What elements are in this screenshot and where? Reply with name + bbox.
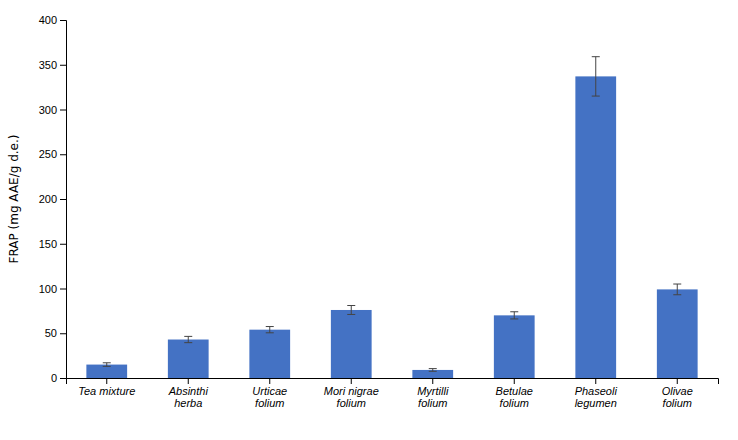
error-bar: [510, 312, 518, 319]
y-tick-label: 150: [39, 238, 57, 250]
x-tick-mark: [106, 378, 107, 384]
error-bar: [103, 363, 111, 367]
x-tick: Betulaefolium: [496, 378, 533, 409]
x-axis: Tea mixtureAbsinthiherbaUrticaefoliumMor…: [67, 378, 719, 409]
y-tick: 250: [39, 148, 66, 160]
chart: 0 50 100 150 200 250 300 350 400 Tea mixture Absin…: [0, 0, 738, 440]
x-tick-mark: [432, 378, 433, 384]
y-tick: 150: [39, 238, 66, 250]
x-tick-label-line: folium: [337, 397, 366, 409]
y-tick-label: 350: [39, 59, 57, 71]
x-tick-label-line: folium: [418, 397, 447, 409]
bar: [494, 315, 535, 378]
x-tick: Urticaefolium: [252, 378, 287, 409]
x-tick: Mori nigraefolium: [324, 378, 379, 409]
y-tick: 350: [39, 59, 66, 71]
y-tick-label: 50: [45, 327, 57, 339]
x-tick-label-line: Absinthi: [168, 385, 209, 397]
y-tick-mark: [60, 333, 66, 334]
x-tick-label: Betulaefolium: [496, 385, 533, 410]
x-tick-label-line: legumen: [575, 397, 617, 409]
x-tick-label: Mori nigraefolium: [324, 385, 379, 410]
x-tick: Olivaefolium: [662, 378, 693, 409]
y-axis-line: [60, 21, 67, 379]
y-tick-mark: [60, 154, 66, 155]
bar: [249, 330, 290, 378]
bar: [168, 340, 209, 378]
y-tick-label: 200: [39, 193, 57, 205]
y-tick-mark: [60, 65, 66, 66]
y-tick-mark: [60, 199, 66, 200]
x-tick-mark: [188, 378, 189, 384]
y-tick: 200: [39, 193, 66, 205]
x-tick-label-line: folium: [500, 397, 529, 409]
y-axis: 0 50 100 150 200 250 300 350 400: [39, 14, 67, 384]
x-tick-label: Urticaefolium: [252, 385, 287, 410]
y-tick-mark: [60, 20, 66, 21]
error-bar: [673, 284, 681, 295]
error-bar: [347, 306, 355, 315]
error-bar: [266, 327, 274, 333]
x-tick-label-line: Betulae: [496, 385, 533, 397]
plot: 0 50 100 150 200 250 300 350 400 Tea mixture Absin…: [39, 14, 719, 409]
x-tick-mark: [595, 378, 596, 384]
x-tick-mark: [514, 378, 515, 384]
bar: [657, 289, 698, 378]
y-tick-mark: [60, 289, 66, 290]
y-tick: 100: [39, 283, 66, 295]
x-tick-label-line: folium: [663, 397, 692, 409]
x-tick-mark: [269, 378, 270, 384]
y-tick-label: 100: [39, 283, 57, 295]
error-bar: [429, 369, 437, 372]
y-tick-mark: [60, 110, 66, 111]
x-tick-label-line: Tea mixture: [78, 385, 135, 397]
x-tick: Phaseolilegumen: [575, 378, 618, 409]
x-tick-label-line: Olivae: [662, 385, 693, 397]
x-tick-label-line: Myrtilli: [417, 385, 449, 397]
x-tick-label: Tea mixture: [78, 385, 135, 397]
x-tick: Tea mixture: [78, 378, 135, 397]
y-tick: 0: [51, 372, 66, 384]
y-tick-label: 300: [39, 104, 57, 116]
y-tick-mark: [60, 378, 66, 379]
y-tick-label: 400: [39, 14, 57, 26]
x-tick-mark: [677, 378, 678, 384]
y-axis-title: FRAP (mg AAE/g d.e.): [7, 135, 21, 264]
x-tick-label-line: herba: [174, 397, 202, 409]
bar: [331, 310, 372, 378]
x-tick-label: Olivaefolium: [662, 385, 693, 410]
y-tick: 300: [39, 104, 66, 116]
y-tick-label: 0: [51, 372, 57, 384]
error-bar: [592, 57, 600, 96]
error-bar: [184, 336, 192, 342]
x-tick-label-line: Phaseoli: [575, 385, 618, 397]
x-tick: Absinthiherba: [168, 378, 209, 409]
y-tick-mark: [60, 244, 66, 245]
bar: [575, 76, 616, 378]
x-tick-label-line: Mori nigrae: [324, 385, 379, 397]
x-tick-label: Myrtillifolium: [417, 385, 449, 410]
x-axis-line: [67, 379, 719, 385]
y-tick: 50: [45, 327, 66, 339]
x-tick: Myrtillifolium: [417, 378, 449, 409]
y-tick: 400: [39, 14, 66, 26]
marks: [86, 57, 697, 378]
x-tick-label: Absinthiherba: [168, 385, 209, 410]
x-tick-label: Phaseolilegumen: [575, 385, 618, 410]
x-tick-label-line: folium: [255, 397, 284, 409]
x-tick-mark: [351, 378, 352, 384]
x-tick-label-line: Urticae: [252, 385, 287, 397]
y-tick-label: 250: [39, 148, 57, 160]
